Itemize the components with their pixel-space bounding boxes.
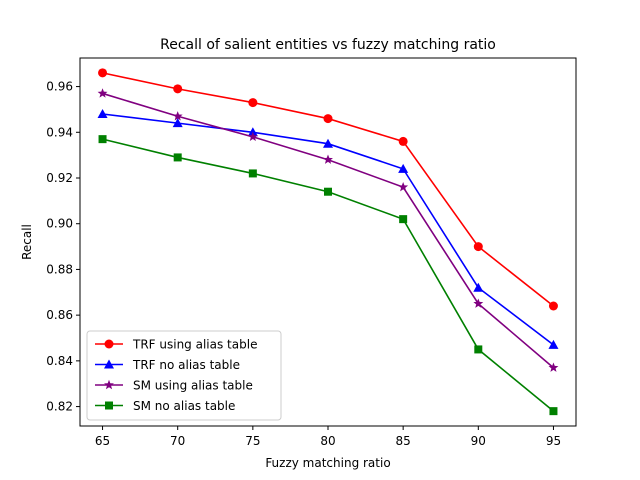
- x-tick-label: 90: [471, 434, 486, 448]
- data-point: [248, 98, 258, 108]
- data-point: [173, 153, 182, 162]
- data-point: [324, 187, 332, 196]
- data-point: [473, 282, 484, 292]
- data-point: [97, 88, 108, 98]
- legend-entry: TRF no alias table: [95, 358, 240, 372]
- data-point: [548, 301, 558, 311]
- y-tick-label: 0.88: [46, 262, 73, 276]
- series-4: [98, 135, 558, 416]
- legend: TRF using alias table TRF no alias table S…: [86, 330, 282, 421]
- data-point: [398, 136, 408, 146]
- data-point: [172, 118, 183, 128]
- data-point: [98, 135, 107, 144]
- data-point: [399, 215, 408, 224]
- data-point: [172, 111, 183, 121]
- y-tick-label: 0.86: [46, 308, 73, 322]
- data-point: [98, 68, 108, 78]
- legend-marker: [104, 339, 114, 349]
- data-point: [473, 298, 484, 308]
- x-tick-label: 85: [396, 434, 411, 448]
- legend-marker: [105, 401, 113, 410]
- plot-area: 65 70 75 80 85 90 95 0.82 0.84 0.86 0.88 0.90 0.92 0.…: [46, 57, 577, 448]
- legend-label: SM no alias table: [133, 399, 235, 413]
- data-point: [398, 181, 409, 192]
- x-tick-label: 70: [170, 434, 185, 448]
- legend-entry: TRF using alias table: [95, 338, 257, 352]
- y-tick-label: 0.94: [46, 125, 73, 139]
- series-1: [98, 68, 558, 311]
- legend-entry: SM using alias table: [95, 379, 253, 393]
- data-point: [248, 169, 257, 178]
- data-point: [323, 114, 333, 124]
- legend-box: [86, 330, 282, 421]
- chart-title: Recall of salient entities vs fuzzy matc…: [160, 37, 496, 53]
- legend-label: TRF no alias table: [132, 358, 240, 372]
- data-point: [548, 339, 559, 349]
- y-tick-label: 0.90: [46, 217, 73, 231]
- x-axis-label: Fuzzy matching ratio: [265, 456, 390, 470]
- x-tick-label: 80: [320, 434, 335, 448]
- data-point: [473, 242, 483, 252]
- data-point: [247, 131, 258, 142]
- y-tick-label: 0.92: [46, 171, 73, 185]
- legend-label: SM using alias table: [133, 379, 253, 393]
- data-point: [323, 154, 333, 164]
- data-point: [548, 362, 559, 372]
- legend-marker: [104, 379, 114, 390]
- y-tick-label: 0.82: [46, 400, 73, 414]
- series-3: [97, 88, 559, 372]
- data-point: [323, 138, 333, 148]
- legend-entry: SM no alias table: [95, 399, 235, 413]
- legend-label: TRF using alias table: [132, 338, 257, 352]
- x-tick-label: 65: [95, 434, 110, 448]
- data-point: [173, 84, 183, 94]
- y-tick-label: 0.84: [46, 354, 73, 368]
- data-point: [97, 109, 108, 118]
- x-tick-label: 95: [546, 434, 561, 448]
- data-point: [398, 163, 409, 173]
- y-axis-label: Recall: [20, 224, 34, 260]
- data-point: [549, 407, 558, 416]
- data-point: [474, 345, 483, 354]
- y-tick-label: 0.96: [46, 80, 73, 94]
- legend-marker: [104, 359, 114, 369]
- series-2: [97, 109, 559, 349]
- x-tick-label: 75: [245, 434, 260, 448]
